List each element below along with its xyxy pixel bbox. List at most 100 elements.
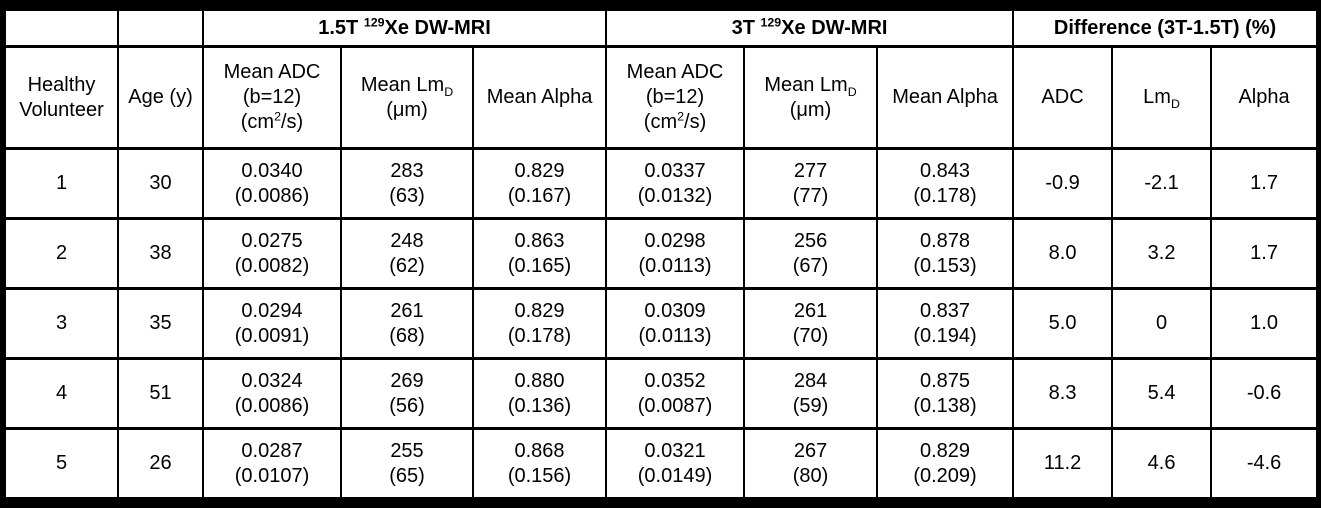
cell-adc-1-5t: 0.0294 (0.0091)	[202, 287, 342, 360]
cell-lmd-1-5t: 261 (68)	[340, 287, 474, 360]
mean-value: 0.0298	[644, 229, 706, 252]
cell-diff-lmd: -2.1	[1111, 147, 1213, 220]
header-line: Mean ADC	[626, 61, 724, 83]
cell-diff-alpha: 1.0	[1210, 287, 1319, 360]
cell-diff-alpha: 1.7	[1210, 217, 1319, 290]
cell-lmd-1-5t: 255 (65)	[340, 427, 474, 500]
mean-value: 248	[390, 229, 424, 252]
sd-value: (0.0107)	[234, 464, 310, 487]
mean-value: 0.0275	[241, 229, 303, 252]
cell-volunteer-id: 5	[4, 427, 119, 500]
cell-age: 35	[117, 287, 204, 360]
cell-adc-3t: 0.0321 (0.0149)	[605, 427, 746, 500]
header-line: Mean ADC	[223, 61, 321, 83]
cell-alpha-1-5t: 0.880 (0.136)	[471, 357, 608, 430]
mean-value: 0.0340	[241, 159, 303, 182]
group-header-difference: Difference (3T-1.5T) (%)	[1012, 8, 1319, 48]
sd-value: (0.0132)	[637, 184, 713, 207]
mean-value: 0.837	[920, 299, 971, 322]
sd-value: (0.0091)	[234, 324, 310, 347]
cell-diff-adc: -0.9	[1012, 147, 1114, 220]
xe-dwmri-comparison-table: 1.5T 129Xe DW-MRI 3T 129Xe DW-MRI Differ…	[4, 8, 1319, 500]
cell-diff-adc: 8.0	[1012, 217, 1114, 290]
cell-adc-3t: 0.0337 (0.0132)	[605, 147, 746, 220]
cell-age: 38	[117, 217, 204, 290]
group-header-1-5t: 1.5T 129Xe DW-MRI	[201, 8, 608, 48]
cell-adc-3t: 0.0309 (0.0113)	[605, 287, 746, 360]
cell-lmd-3t: 261 (70)	[743, 287, 879, 360]
cell-age: 30	[117, 147, 204, 220]
sd-value: (0.209)	[913, 464, 977, 487]
cell-alpha-3t: 0.829 (0.209)	[876, 427, 1015, 500]
col-header-diff-alpha: Alpha	[1210, 45, 1319, 150]
cell-alpha-3t: 0.843 (0.178)	[876, 147, 1015, 220]
cell-alpha-3t: 0.878 (0.153)	[876, 217, 1015, 290]
cell-volunteer-id: 2	[4, 217, 119, 290]
sd-value: (63)	[389, 184, 425, 207]
mean-value: 256	[793, 229, 828, 252]
cell-diff-adc: 5.0	[1012, 287, 1114, 360]
corner-cell-volunteer	[4, 8, 119, 48]
mean-value: 0.829	[920, 439, 971, 462]
col-header-age: Age (y)	[117, 45, 204, 150]
cell-alpha-3t: 0.875 (0.138)	[876, 357, 1015, 430]
sd-value: (77)	[792, 184, 829, 207]
mean-value: 0.0321	[644, 439, 706, 462]
table-row: 1 30 0.0340 (0.0086) 283 (63) 0.829 (0.167)…	[4, 147, 1319, 220]
header-line: Volunteer	[19, 98, 104, 121]
mean-value: 283	[390, 159, 424, 182]
table-row: 5 26 0.0287 (0.0107) 255 (65) 0.868 (0.156)…	[4, 427, 1319, 500]
cell-lmd-1-5t: 269 (56)	[340, 357, 474, 430]
sd-value: (0.0087)	[637, 394, 713, 417]
sd-value: (0.194)	[913, 324, 977, 347]
col-header-alpha-1-5t: Mean Alpha	[471, 45, 608, 150]
sd-value: (0.138)	[913, 394, 977, 417]
group-header-3t: 3T 129Xe DW-MRI	[605, 8, 1015, 48]
header-line: (b=12)	[242, 86, 302, 108]
mean-value: 0.0337	[644, 159, 706, 182]
table-row: 2 38 0.0275 (0.0082) 248 (62) 0.863 (0.165)…	[4, 217, 1319, 290]
col-header-diff-adc: ADC	[1012, 45, 1114, 150]
table-row: 4 51 0.0324 (0.0086) 269 (56) 0.880 (0.136)…	[4, 357, 1319, 430]
sd-value: (0.165)	[507, 254, 572, 277]
cell-lmd-1-5t: 283 (63)	[340, 147, 474, 220]
cell-diff-lmd: 3.2	[1111, 217, 1213, 290]
cell-lmd-3t: 256 (67)	[743, 217, 879, 290]
mean-value: 0.0309	[644, 299, 706, 322]
mean-value: 0.875	[920, 369, 971, 392]
sd-value: (0.178)	[913, 184, 977, 207]
group-header-row: 1.5T 129Xe DW-MRI 3T 129Xe DW-MRI Differ…	[4, 8, 1319, 48]
sd-value: (68)	[389, 324, 425, 347]
cell-adc-1-5t: 0.0340 (0.0086)	[202, 147, 342, 220]
cell-adc-1-5t: 0.0287 (0.0107)	[202, 427, 342, 500]
mean-value: 0.868	[514, 439, 565, 462]
sd-value: (0.0149)	[637, 464, 713, 487]
sd-value: (67)	[792, 254, 829, 277]
cell-adc-3t: 0.0352 (0.0087)	[605, 357, 746, 430]
sd-value: (0.167)	[507, 184, 572, 207]
sd-value: (0.153)	[913, 254, 977, 277]
cell-age: 26	[117, 427, 204, 500]
sd-value: (0.0113)	[638, 324, 712, 347]
header-line: (cm2/s)	[643, 109, 707, 133]
cell-volunteer-id: 4	[4, 357, 119, 430]
cell-alpha-3t: 0.837 (0.194)	[876, 287, 1015, 360]
cell-lmd-3t: 267 (80)	[743, 427, 879, 500]
cell-diff-alpha: -4.6	[1210, 427, 1319, 500]
col-header-alpha-3t: Mean Alpha	[876, 45, 1015, 150]
mean-value: 261	[390, 299, 424, 322]
sd-value: (0.0086)	[234, 184, 310, 207]
sd-value: (56)	[389, 394, 425, 417]
cell-diff-lmd: 0	[1111, 287, 1213, 360]
cell-adc-1-5t: 0.0275 (0.0082)	[202, 217, 342, 290]
mean-value: 255	[390, 439, 424, 462]
header-line: Mean LmD	[360, 73, 454, 99]
sd-value: (62)	[389, 254, 425, 277]
cell-alpha-1-5t: 0.863 (0.165)	[471, 217, 608, 290]
header-line: (b=12)	[645, 86, 705, 108]
cell-lmd-3t: 284 (59)	[743, 357, 879, 430]
cell-diff-lmd: 5.4	[1111, 357, 1213, 430]
sd-value: (0.156)	[507, 464, 572, 487]
sd-value: (0.136)	[507, 394, 572, 417]
